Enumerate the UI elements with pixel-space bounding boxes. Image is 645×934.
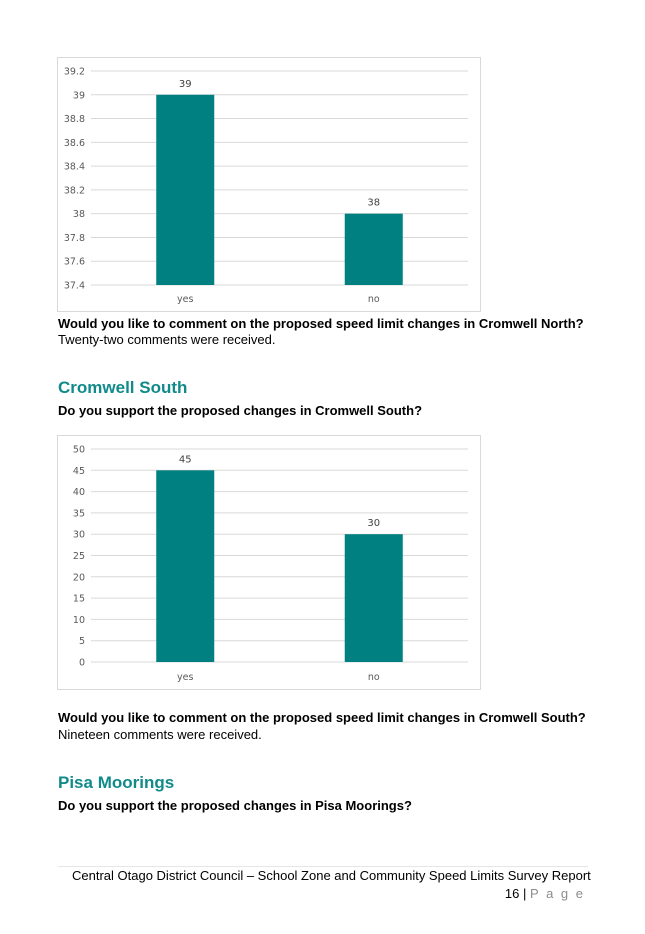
y-tick-label: 39: [73, 90, 85, 101]
y-tick-label: 40: [73, 487, 85, 498]
answer-comment-south: Nineteen comments were received.: [58, 727, 262, 742]
chart-cromwell-north: 37.4 37.6 37.8 38 38.2 38.4 38.6 38.8 39 39.2 39 ye…: [57, 57, 481, 312]
page-number: 16 | P a g e: [505, 886, 585, 901]
x-category-label: yes: [177, 672, 193, 683]
y-tick-label: 38.6: [64, 138, 85, 149]
chart-cromwell-north-svg: 37.4 37.6 37.8 38 38.2 38.4 38.6 38.8 39 39.2 39 ye…: [64, 67, 468, 305]
y-tick-label: 38.8: [64, 114, 85, 125]
y-tick-label: 38.2: [64, 185, 85, 196]
y-tick-label: 35: [73, 508, 85, 519]
heading-cromwell-south: Cromwell South: [58, 378, 188, 397]
y-tick-label: 5: [79, 636, 85, 647]
x-category-label: no: [368, 672, 380, 683]
question-comment-south: Would you like to comment on the propose…: [58, 710, 586, 725]
y-tick-label: 37.6: [64, 257, 85, 268]
y-tick-label: 37.4: [64, 281, 85, 292]
answer-comment-north: Twenty-two comments were received.: [58, 332, 276, 347]
page-number-value: 16: [504, 886, 520, 901]
chart-cromwell-south-svg: 0 5 10 15 20 25 30 35 40 45 50 45 yes 30 no: [73, 445, 468, 683]
bar-yes: [156, 470, 215, 662]
y-tick-label: 25: [73, 551, 85, 562]
data-label: 45: [179, 454, 192, 465]
y-tick-label: 10: [73, 615, 85, 626]
data-label: 38: [367, 198, 380, 209]
y-tick-label: 38: [73, 209, 85, 220]
y-tick-label: 45: [73, 466, 85, 477]
heading-pisa-moorings: Pisa Moorings: [58, 773, 175, 792]
y-tick-label: 50: [73, 445, 85, 456]
y-tick-label: 0: [79, 658, 85, 669]
bar-no: [344, 534, 403, 662]
y-tick-label: 37.8: [64, 233, 85, 244]
x-category-label: yes: [177, 294, 193, 305]
y-tick-label: 15: [73, 594, 85, 605]
data-label: 39: [179, 79, 192, 90]
y-tick-label: 30: [73, 530, 85, 541]
question-support-pisa: Do you support the proposed changes in P…: [58, 798, 412, 813]
page-separator: |: [523, 886, 527, 901]
x-category-label: no: [368, 294, 380, 305]
bar-yes: [156, 94, 215, 286]
question-support-south: Do you support the proposed changes in C…: [58, 403, 423, 418]
page-word: P a g e: [530, 886, 585, 901]
y-tick-label: 38.4: [64, 162, 85, 173]
y-tick-label: 39.2: [64, 67, 85, 78]
y-tick-label: 20: [73, 572, 85, 583]
question-comment-north: Would you like to comment on the propose…: [58, 316, 584, 331]
chart-cromwell-south: 0 5 10 15 20 25 30 35 40 45 50 45 yes 30 no: [57, 435, 481, 690]
bar-no: [344, 213, 403, 285]
footer-title: Central Otago District Council – School …: [72, 868, 591, 883]
footer-divider: [58, 866, 588, 867]
data-label: 30: [367, 518, 380, 529]
